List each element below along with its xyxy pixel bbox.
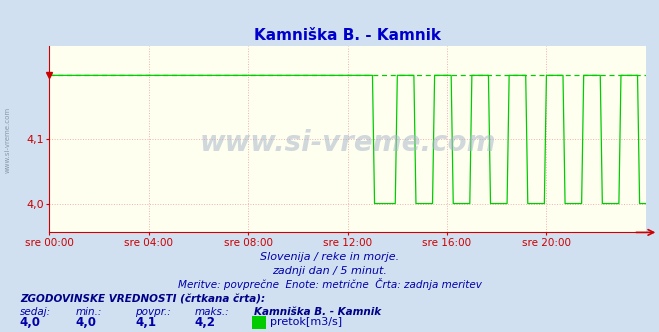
Text: maks.:: maks.: bbox=[194, 307, 229, 317]
Text: sedaj:: sedaj: bbox=[20, 307, 51, 317]
Text: zadnji dan / 5 minut.: zadnji dan / 5 minut. bbox=[272, 266, 387, 276]
Text: Kamniška B. - Kamnik: Kamniška B. - Kamnik bbox=[254, 307, 381, 317]
Title: Kamniška B. - Kamnik: Kamniška B. - Kamnik bbox=[254, 28, 441, 42]
Text: www.si-vreme.com: www.si-vreme.com bbox=[200, 129, 496, 157]
Text: povpr.:: povpr.: bbox=[135, 307, 171, 317]
Text: Slovenija / reke in morje.: Slovenija / reke in morje. bbox=[260, 252, 399, 262]
Text: 4,0: 4,0 bbox=[20, 316, 41, 329]
Text: 4,2: 4,2 bbox=[194, 316, 215, 329]
Text: ZGODOVINSKE VREDNOSTI (črtkana črta):: ZGODOVINSKE VREDNOSTI (črtkana črta): bbox=[20, 295, 265, 305]
Text: 4,0: 4,0 bbox=[76, 316, 97, 329]
Text: pretok[m3/s]: pretok[m3/s] bbox=[270, 317, 342, 327]
Text: 4,1: 4,1 bbox=[135, 316, 156, 329]
Text: www.si-vreme.com: www.si-vreme.com bbox=[5, 106, 11, 173]
Text: Meritve: povprečne  Enote: metrične  Črta: zadnja meritev: Meritve: povprečne Enote: metrične Črta:… bbox=[177, 278, 482, 290]
Text: min.:: min.: bbox=[76, 307, 102, 317]
